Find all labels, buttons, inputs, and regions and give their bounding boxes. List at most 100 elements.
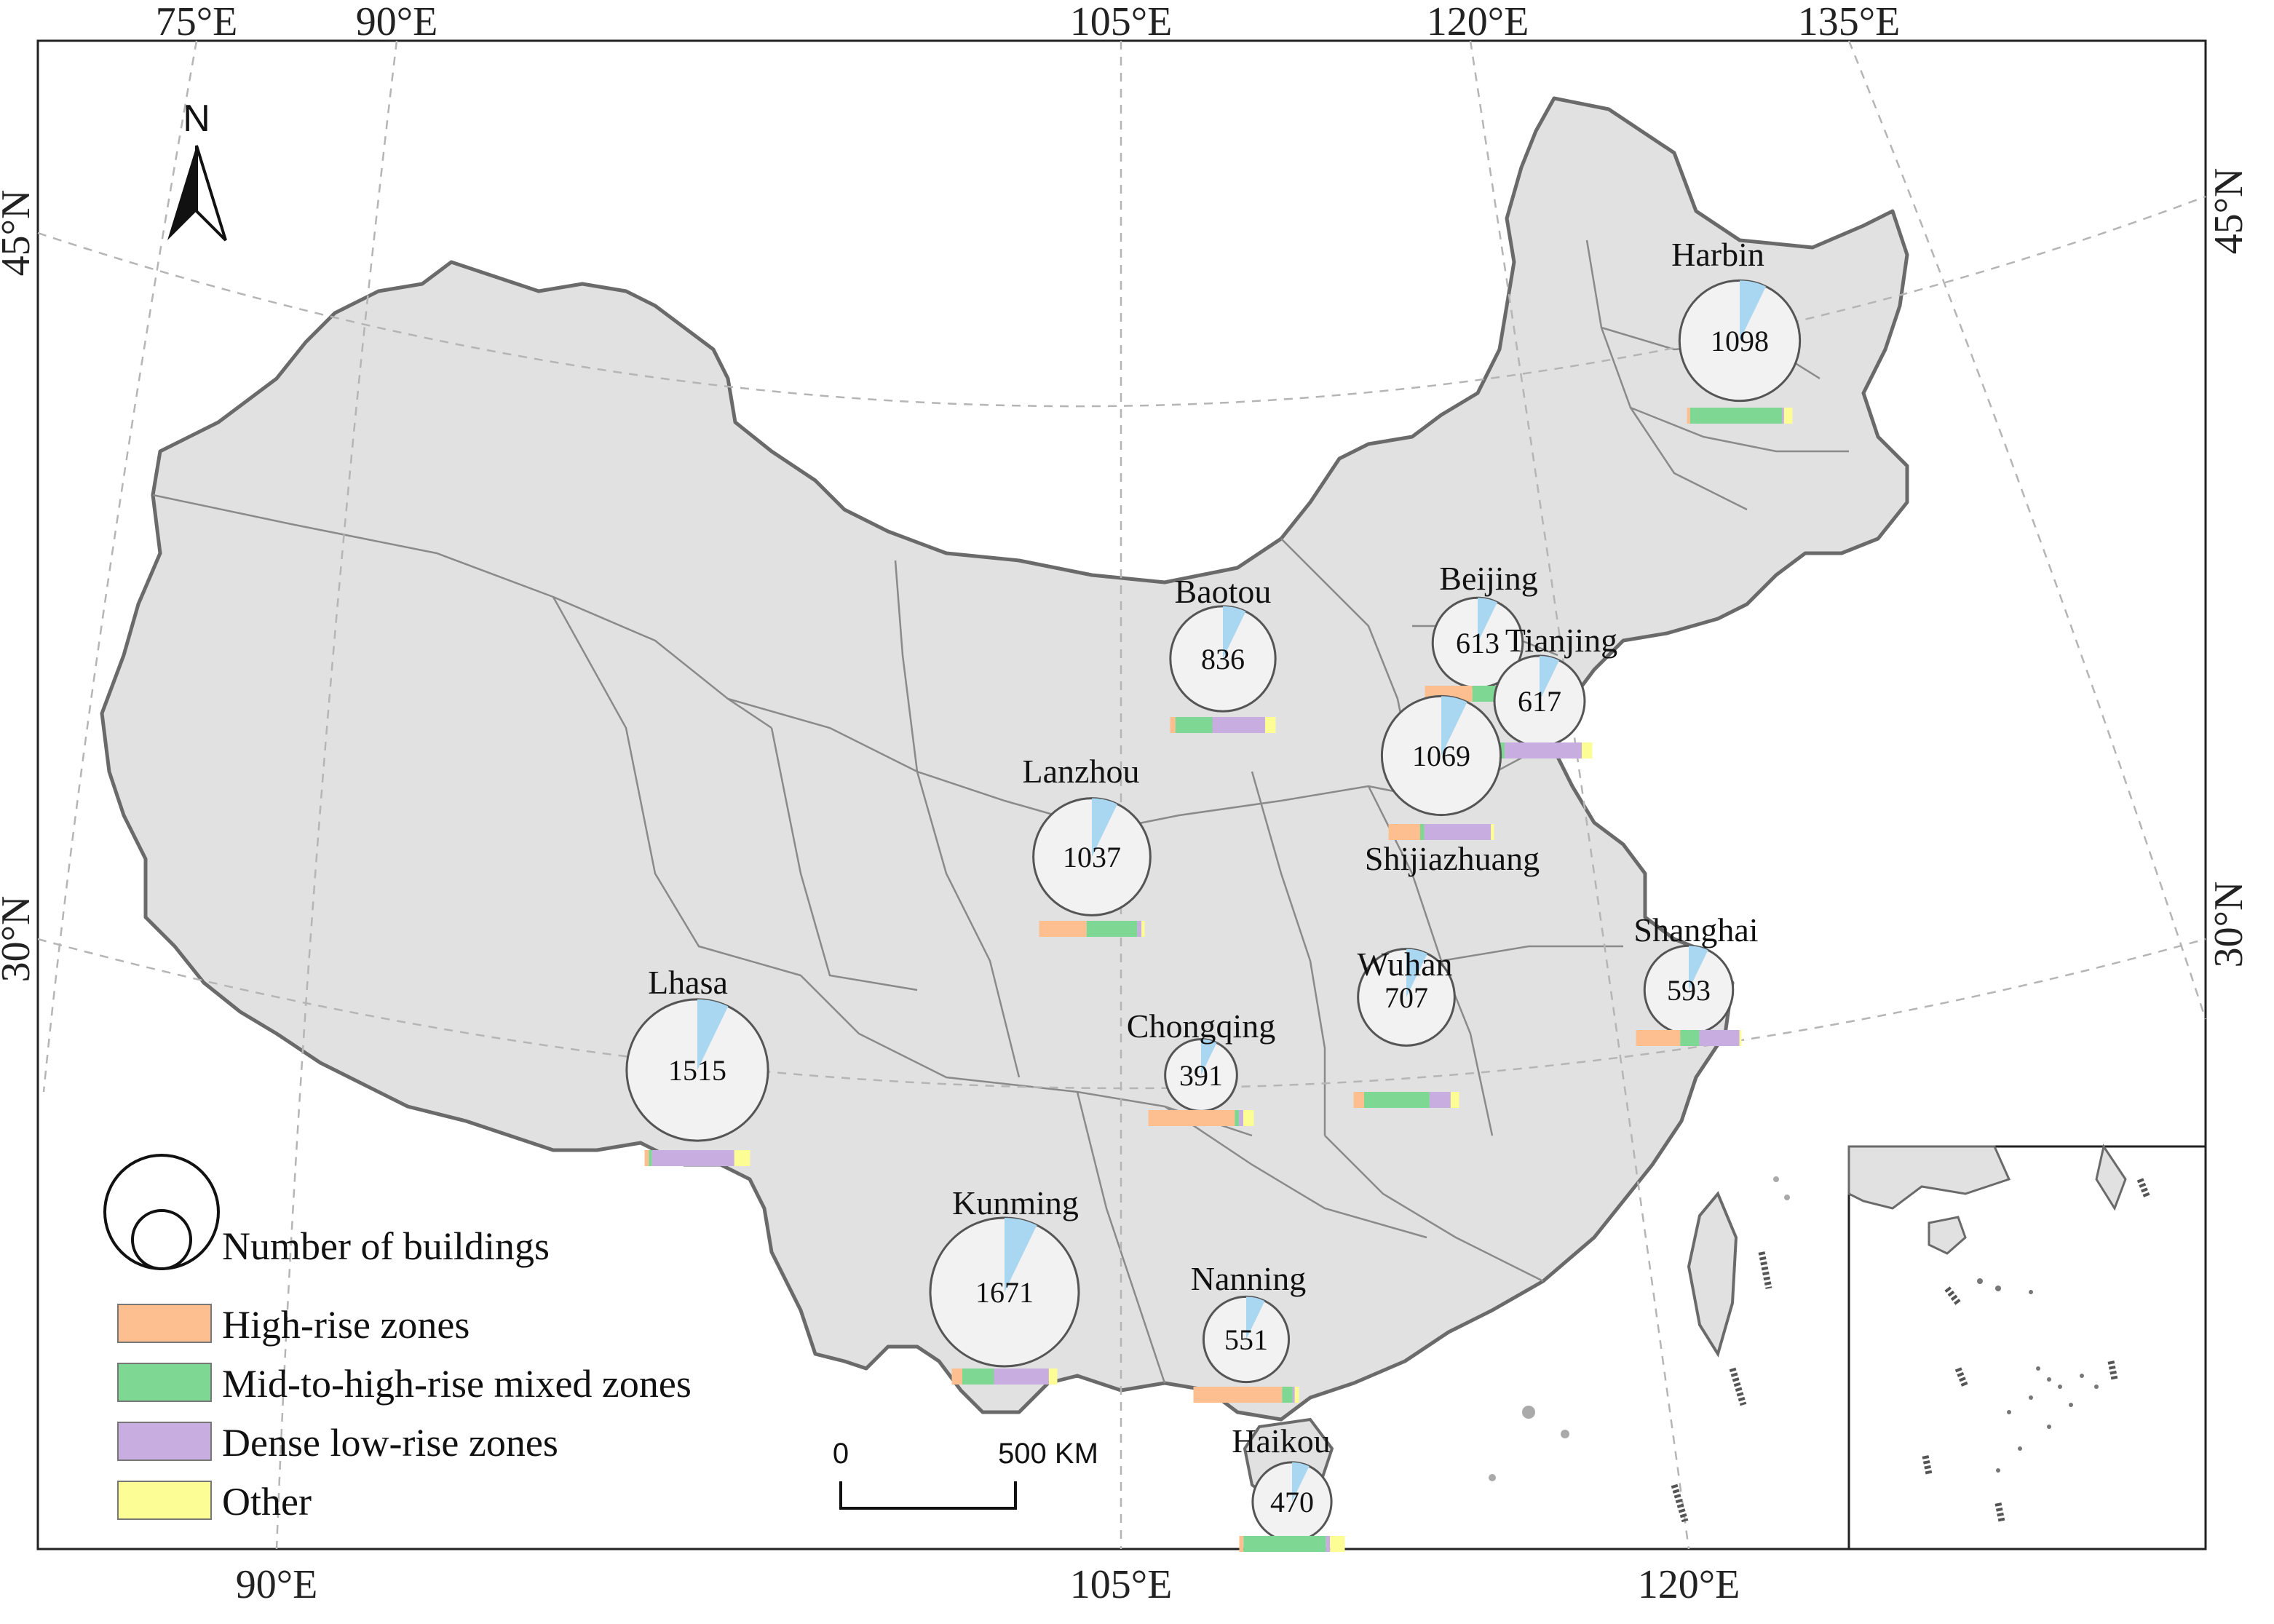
zone-bar-chongqing-mid-to-high-rise-mixed-zones — [1235, 1110, 1240, 1126]
zone-bar-chongqing-other — [1243, 1110, 1254, 1126]
city-name-harbin: Harbin — [1671, 236, 1764, 273]
city-name-shijiazhuang: Shijiazhuang — [1365, 840, 1540, 877]
bottom-label-90e: 90°E — [236, 1562, 318, 1607]
top-label-120e: 120°E — [1427, 0, 1529, 44]
zone-bar-kunming-mid-to-high-rise-mixed-zones — [962, 1368, 994, 1385]
city-pie-wedge-nanning — [1246, 1296, 1265, 1339]
zone-bar-shanghai-mid-to-high-rise-mixed-zones — [1680, 1030, 1700, 1046]
city-pie-wedge-tianjing — [1540, 656, 1559, 701]
maritime-boundary — [1671, 1251, 1772, 1523]
zone-bar-shanghai-other — [1739, 1030, 1742, 1046]
right-label-30n: 30°N — [2206, 882, 2251, 968]
zone-bar-shanghai-dense-low-rise-zones — [1699, 1030, 1740, 1046]
legend-swatch-dense-low — [117, 1422, 212, 1461]
zone-bar-lhasa-dense-low-rise-zones — [651, 1150, 734, 1166]
zone-bar-lanzhou-other — [1141, 921, 1145, 937]
zone-bar-haikou-high-rise-zones — [1239, 1536, 1244, 1552]
zone-bar-lhasa-other — [734, 1150, 750, 1166]
taiwan-island — [1687, 1191, 1738, 1358]
city-pie-wedge-kunming — [1005, 1218, 1037, 1292]
zone-bar-baotou-high-rise-zones — [1170, 717, 1176, 733]
left-label-45n: 45°N — [0, 190, 39, 277]
zone-bar-nanning-high-rise-zones — [1193, 1387, 1283, 1403]
zone-bar-wuhan-mid-to-high-rise-mixed-zones — [1364, 1092, 1430, 1108]
north-arrow-left — [167, 146, 197, 240]
graticule-labels: 75°E 90°E 105°E 120°E 135°E 90°E 105°E 1… — [0, 0, 2251, 1607]
city-name-wuhan: Wuhan — [1358, 946, 1453, 983]
city-count-haikou: 470 — [1270, 1486, 1314, 1518]
city-name-lhasa: Lhasa — [648, 964, 728, 1001]
small-islands — [1489, 1176, 1790, 1481]
zone-bar-tianjing-dense-low-rise-zones — [1505, 742, 1582, 758]
city-pie-wedge-shijiazhuang — [1441, 696, 1467, 756]
city-count-beijing: 613 — [1456, 627, 1500, 659]
zone-bar-harbin-high-rise-zones — [1687, 408, 1690, 424]
zone-bar-kunming-dense-low-rise-zones — [994, 1368, 1049, 1385]
city-pie-wedge-baotou — [1223, 606, 1246, 659]
zone-bar-shijiazhuang-other — [1491, 824, 1494, 840]
city-pie-wedge-chongqing — [1201, 1039, 1217, 1075]
zone-bar-baotou-dense-low-rise-zones — [1212, 717, 1265, 733]
city-name-tianjing: Tianjing — [1505, 622, 1617, 659]
city-pie-wedge-harbin — [1740, 280, 1766, 341]
zone-bar-lhasa-high-rise-zones — [644, 1150, 649, 1166]
inset-map — [1847, 1144, 2207, 1550]
city-count-nanning: 551 — [1224, 1323, 1268, 1356]
city-name-nanning: Nanning — [1191, 1260, 1306, 1297]
city-name-baotou: Baotou — [1175, 573, 1272, 610]
zone-bar-baotou-mid-to-high-rise-mixed-zones — [1175, 717, 1213, 733]
zone-bar-harbin-mid-to-high-rise-mixed-zones — [1689, 408, 1782, 424]
city-pie-wedge-lhasa — [697, 999, 729, 1070]
zone-bar-shijiazhuang-mid-to-high-rise-mixed-zones — [1420, 824, 1425, 840]
city-count-lhasa: 1515 — [668, 1054, 726, 1087]
city-name-chongqing: Chongqing — [1127, 1007, 1275, 1045]
legend-swatch-mid-high — [117, 1363, 212, 1402]
city-name-kunming: Kunming — [952, 1184, 1079, 1221]
zone-bar-lanzhou-mid-to-high-rise-mixed-zones — [1086, 921, 1138, 937]
zone-bar-tianjing-other — [1582, 742, 1593, 758]
city-pie-wedge-wuhan — [1406, 948, 1427, 997]
city-name-haikou: Haikou — [1232, 1422, 1330, 1459]
city-count-harbin: 1098 — [1711, 325, 1769, 357]
scale-bar: 0 500 KM — [833, 1438, 1098, 1510]
legend-label-other: Other — [222, 1480, 312, 1524]
city-symbols: 1098 Harbin 836 Baotou 613 Beijing 617 Tianjing… — [625, 236, 1802, 1552]
scale-end-label: 500 KM — [998, 1438, 1098, 1470]
city-count-kunming: 1671 — [975, 1276, 1034, 1309]
zone-bar-wuhan-dense-low-rise-zones — [1429, 1092, 1451, 1108]
zone-bar-chongqing-high-rise-zones — [1148, 1110, 1235, 1126]
zone-bar-harbin-other — [1783, 408, 1793, 424]
top-label-135e: 135°E — [1798, 0, 1901, 44]
city-count-chongqing: 391 — [1179, 1059, 1223, 1092]
scale-line — [839, 1481, 1017, 1510]
legend-swatch-high-rise — [117, 1304, 212, 1343]
zone-bar-chongqing-dense-low-rise-zones — [1239, 1110, 1243, 1126]
legend-circle-small — [131, 1209, 192, 1270]
bottom-label-105e: 105°E — [1070, 1562, 1173, 1607]
zone-bar-baotou-other — [1265, 717, 1276, 733]
zone-bar-shanghai-high-rise-zones — [1636, 1030, 1681, 1046]
city-count-shanghai: 593 — [1667, 974, 1711, 1007]
zone-bar-haikou-other — [1330, 1536, 1345, 1552]
zone-bar-harbin-dense-low-rise-zones — [1782, 408, 1784, 424]
china-landmass — [100, 96, 1909, 1422]
city-count-wuhan: 707 — [1384, 981, 1428, 1014]
zone-bar-wuhan-other — [1450, 1092, 1459, 1108]
zone-bar-lhasa-mid-to-high-rise-mixed-zones — [649, 1150, 652, 1166]
city-count-tianjing: 617 — [1518, 685, 1561, 718]
city-pie-wedge-beijing — [1478, 598, 1497, 643]
north-arrow-right — [195, 145, 227, 242]
zone-bar-shijiazhuang-dense-low-rise-zones — [1424, 824, 1491, 840]
city-pie-wedge-shanghai — [1689, 946, 1708, 990]
city-count-baotou: 836 — [1201, 643, 1245, 676]
legend-size-label: Number of buildings — [222, 1224, 550, 1268]
zone-bar-kunming-other — [1048, 1368, 1058, 1385]
scale-start-label: 0 — [833, 1438, 849, 1470]
city-pie-wedge-haikou — [1292, 1462, 1310, 1502]
north-arrow: N — [167, 98, 227, 242]
graticule-lines — [37, 40, 2207, 1550]
bottom-label-120e: 120°E — [1638, 1562, 1740, 1607]
zone-bar-shijiazhuang-high-rise-zones — [1388, 824, 1420, 840]
zone-bar-lanzhou-dense-low-rise-zones — [1137, 921, 1142, 937]
